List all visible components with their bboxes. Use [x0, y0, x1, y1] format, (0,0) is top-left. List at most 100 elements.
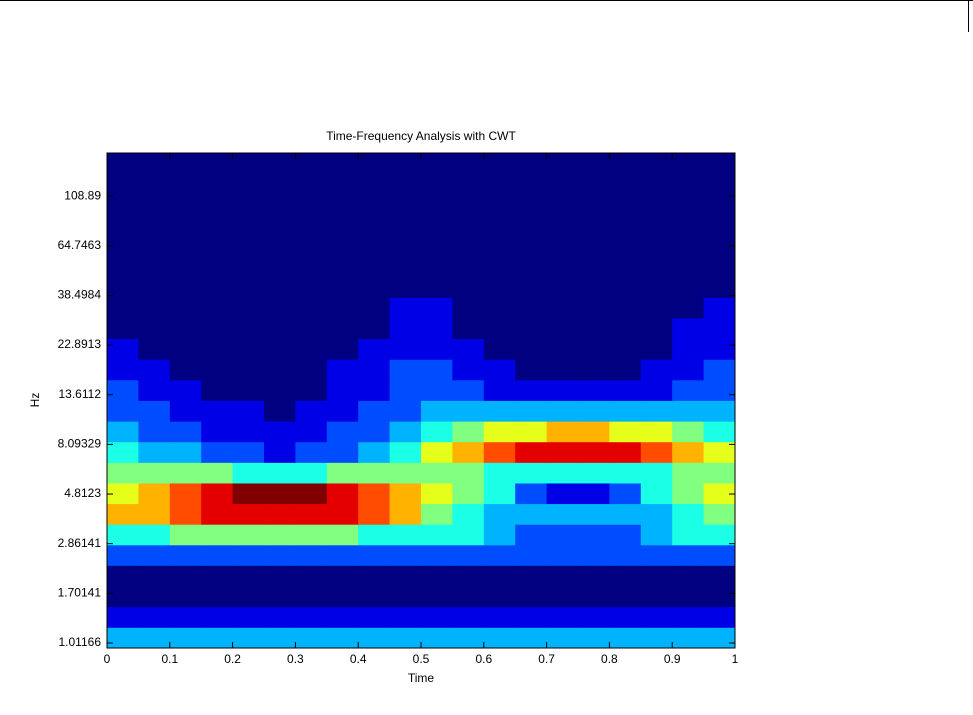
- heatmap-cell: [546, 585, 579, 608]
- heatmap-cell: [703, 214, 736, 237]
- chart-title: Time-Frequency Analysis with CWT: [326, 129, 516, 143]
- heatmap-cell: [326, 627, 359, 649]
- heatmap-cell: [452, 379, 485, 401]
- y-tick-label: 38.4984: [58, 288, 102, 302]
- heatmap-cell: [389, 359, 422, 381]
- heatmap-cell: [201, 421, 234, 443]
- heatmap-cell: [107, 421, 139, 443]
- heatmap-cell: [138, 235, 171, 257]
- heatmap-cell: [452, 297, 485, 319]
- heatmap-cell: [703, 585, 736, 608]
- heatmap-cell: [107, 503, 139, 525]
- heatmap-cell: [672, 194, 705, 216]
- heatmap-cell: [483, 379, 516, 401]
- heatmap-cell: [421, 338, 453, 360]
- heatmap-cell: [358, 421, 391, 443]
- heatmap-cell: [107, 153, 139, 174]
- heatmap-cell: [578, 606, 610, 628]
- heatmap-cell: [672, 421, 705, 443]
- heatmap-cell: [201, 585, 234, 608]
- heatmap-cell: [295, 565, 328, 587]
- heatmap-cell: [326, 503, 359, 525]
- heatmap-cell: [703, 153, 736, 174]
- heatmap-cell: [452, 627, 485, 649]
- heatmap-cell: [295, 194, 328, 216]
- heatmap-cell: [232, 214, 265, 237]
- heatmap-cell: [421, 441, 453, 463]
- heatmap-cell: [640, 235, 673, 257]
- heatmap-cell: [232, 565, 265, 587]
- x-tick-label: 0.5: [413, 652, 430, 666]
- heatmap-cell: [546, 338, 579, 360]
- heatmap-cell: [483, 585, 516, 608]
- heatmap-cell: [672, 214, 705, 237]
- heatmap-cell: [483, 524, 516, 546]
- heatmap-cell: [169, 338, 202, 360]
- heatmap-cell: [483, 359, 516, 381]
- heatmap-cell: [358, 153, 391, 174]
- heatmap-cell: [452, 214, 485, 237]
- heatmap-cell: [672, 297, 705, 319]
- heatmap-cell: [703, 317, 736, 340]
- heatmap-cell: [578, 153, 610, 174]
- heatmap-cell: [201, 441, 234, 463]
- x-tick-label: 0.3: [287, 652, 304, 666]
- heatmap-cell: [421, 235, 453, 257]
- heatmap-cell: [546, 214, 579, 237]
- heatmap-cell: [578, 503, 610, 525]
- heatmap-cell: [546, 524, 579, 546]
- heatmap-cell: [201, 400, 234, 422]
- heatmap-cell: [515, 359, 548, 381]
- heatmap-cell: [232, 585, 265, 608]
- heatmap-cell: [201, 359, 234, 381]
- heatmap-cell: [232, 421, 265, 443]
- heatmap-cell: [389, 524, 422, 546]
- heatmap-cell: [107, 524, 139, 546]
- heatmap-cell: [546, 235, 579, 257]
- heatmap-cell: [578, 565, 610, 587]
- heatmap-cell: [703, 256, 736, 278]
- heatmap-cell: [326, 379, 359, 401]
- heatmap-cell: [546, 153, 579, 174]
- heatmap-cell: [201, 482, 234, 505]
- heatmap-cell: [138, 565, 171, 587]
- heatmap-cell: [358, 194, 391, 216]
- heatmap-cell: [107, 173, 139, 195]
- heatmap-cell: [358, 235, 391, 257]
- heatmap-cell: [295, 544, 328, 566]
- heatmap-cell: [201, 235, 234, 257]
- heatmap-cell: [295, 317, 328, 340]
- heatmap-cell: [421, 462, 453, 484]
- heatmap-cell: [264, 585, 296, 608]
- heatmap-cell: [452, 359, 485, 381]
- heatmap-cell: [546, 379, 579, 401]
- heatmap-cell: [264, 338, 296, 360]
- heatmap-cell: [672, 235, 705, 257]
- heatmap-cell: [295, 359, 328, 381]
- heatmap-cell: [452, 503, 485, 525]
- heatmap-cell: [672, 359, 705, 381]
- heatmap-cell: [169, 441, 202, 463]
- heatmap-cell: [138, 441, 171, 463]
- heatmap-cell: [483, 256, 516, 278]
- heatmap-cell: [703, 276, 736, 298]
- heatmap-cell: [389, 544, 422, 566]
- heatmap-cell: [483, 627, 516, 649]
- heatmap-cell: [640, 276, 673, 298]
- heatmap-cell: [169, 421, 202, 443]
- heatmap-cell: [703, 606, 736, 628]
- heatmap-cell: [640, 359, 673, 381]
- heatmap-cell: [138, 462, 171, 484]
- heatmap-cell: [138, 379, 171, 401]
- heatmap-cell: [138, 173, 171, 195]
- y-tick-label: 22.8913: [58, 337, 102, 351]
- heatmap: [107, 153, 736, 649]
- heatmap-cell: [483, 297, 516, 319]
- heatmap-cell: [264, 524, 296, 546]
- heatmap-cell: [609, 173, 642, 195]
- heatmap-cell: [326, 400, 359, 422]
- heatmap-cell: [389, 256, 422, 278]
- heatmap-cell: [201, 317, 234, 340]
- heatmap-cell: [609, 317, 642, 340]
- heatmap-cell: [452, 565, 485, 587]
